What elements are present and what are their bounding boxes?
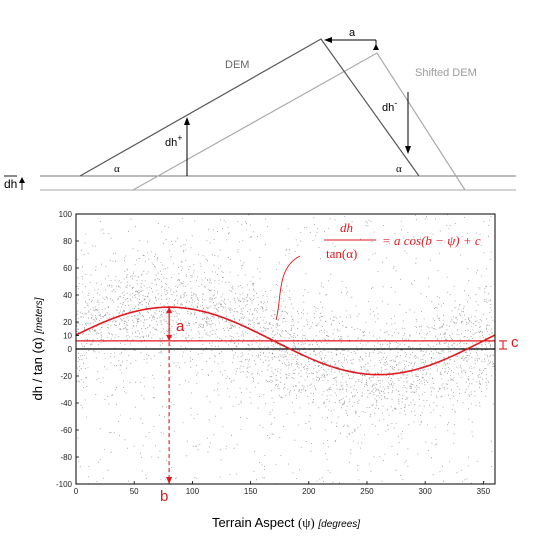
alpha-left-label: α: [114, 163, 120, 175]
y-tick-label: 10: [63, 332, 72, 341]
alpha-right-label: α: [396, 163, 402, 175]
y-tick-label: 20: [63, 318, 72, 327]
x-tick-label: 0: [74, 487, 79, 496]
shift-tick-head: [373, 44, 379, 50]
mean-dh-label: dh: [4, 177, 17, 191]
dh-plus-sup: +: [177, 133, 182, 143]
equation-rhs: = a cos(b − ψ) + c: [382, 233, 481, 248]
shift-arrow-head: [324, 37, 332, 43]
amplitude-arrow-head-bottom: [166, 334, 173, 341]
y-tick-label: 0: [68, 345, 73, 354]
phase-arrow-head: [166, 477, 173, 484]
y-axis-label-main: dh / tan (α): [30, 337, 45, 400]
shifted-dem-label: Shifted DEM: [415, 67, 477, 79]
fit-curve: [75, 306, 496, 376]
equation-numerator: dh: [340, 220, 353, 235]
offset-label: c: [511, 334, 519, 351]
equation-denominator: tan(α): [326, 246, 357, 261]
shifted-dem-profile: [132, 52, 466, 191]
y-axis-label: dh / tan (α) [meters]: [30, 297, 45, 400]
aspect-scatter-chart: 0 50 100 150 200 250 300 35010080604020100-20-4…: [30, 210, 519, 530]
dh-minus-text: dh: [382, 102, 394, 114]
x-axis-label-symbol: (ψ): [298, 515, 315, 530]
y-tick-label: 100: [59, 210, 73, 219]
y-tick-label: 40: [63, 291, 72, 300]
x-tick-label: 250: [360, 487, 374, 496]
fit-layer: [75, 306, 507, 484]
dem-shift-diagram: DEM Shifted DEM a dh+ dh- α α dh: [4, 27, 516, 191]
x-tick-label: 200: [302, 487, 316, 496]
x-tick-label: 100: [186, 487, 200, 496]
y-tick-label: -20: [60, 372, 72, 381]
dem-profile: [79, 38, 420, 177]
equation-leader: [275, 255, 301, 321]
x-tick-label: 150: [244, 487, 258, 496]
y-tick-label: -60: [60, 426, 72, 435]
x-tick-label: 350: [477, 487, 491, 496]
mean-dh-arrow-head: [19, 177, 25, 183]
amplitude-label: a: [176, 318, 185, 335]
dem-label: DEM: [225, 59, 249, 71]
shift-label: a: [349, 27, 356, 39]
x-axis-label-main: Terrain Aspect: [212, 515, 295, 530]
dh-plus-arrow-head: [184, 117, 190, 125]
dh-plus-label: dh+: [165, 133, 183, 149]
y-axis-label-unit: [meters]: [34, 297, 45, 334]
dh-minus-label: dh-: [382, 98, 397, 114]
y-tick-label: 80: [63, 237, 72, 246]
y-tick-label: 60: [63, 264, 72, 273]
x-axis-label: Terrain Aspect (ψ) [degrees]: [212, 515, 360, 530]
x-axis-label-unit: [degrees]: [317, 519, 360, 530]
y-tick-label: -100: [56, 480, 73, 489]
fit-equation: dh tan(α) = a cos(b − ψ) + c: [275, 220, 481, 321]
amplitude-arrow-head-top: [166, 307, 173, 314]
dh-minus-arrow-head: [405, 146, 411, 154]
tick-layer: 0 50 100 150 200 250 300 35010080604020100-20-4…: [56, 210, 491, 496]
phase-label: b: [160, 488, 168, 505]
dh-minus-sup: -: [394, 98, 397, 108]
dh-plus-text: dh: [165, 137, 177, 149]
y-tick-label: -80: [60, 453, 72, 462]
x-tick-label: 300: [418, 487, 432, 496]
y-tick-label: -40: [60, 399, 72, 408]
x-tick-label: 50: [130, 487, 139, 496]
